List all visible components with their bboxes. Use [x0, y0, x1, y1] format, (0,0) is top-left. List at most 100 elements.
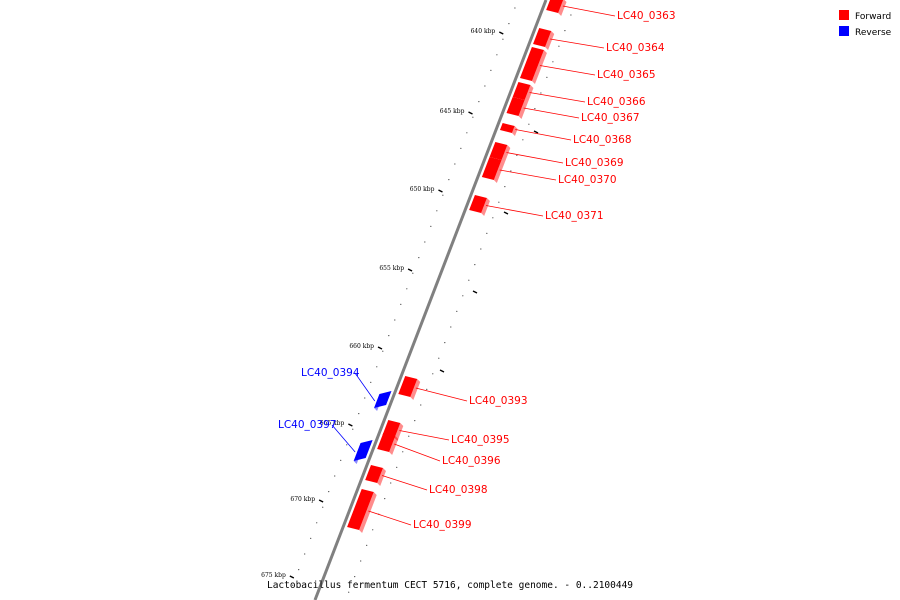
minor-tick: [478, 101, 480, 103]
gene-shade: [524, 85, 534, 103]
legend: Forward Reverse: [839, 10, 892, 38]
gene-label: LC40_0396: [442, 455, 501, 467]
minor-tick: [358, 413, 360, 415]
gene-label: LC40_0399: [413, 519, 472, 531]
gene-lc40_0368[interactable]: LC40_0368: [499, 123, 632, 146]
gene-label: LC40_0398: [429, 484, 488, 496]
gene-shade: [374, 394, 383, 411]
minor-tick: [498, 201, 500, 203]
gene-shade: [377, 468, 386, 486]
minor-tick: [456, 310, 458, 312]
minor-tick: [316, 522, 318, 524]
major-tick: [439, 369, 445, 373]
gene-label: LC40_0369: [565, 157, 624, 169]
gene-leader-line: [368, 510, 412, 526]
gene-shade: [531, 50, 547, 84]
gene-shade: [410, 379, 421, 400]
gene-lc40_0395[interactable]: LC40_0395: [382, 420, 510, 446]
major-tick: [472, 290, 478, 294]
gene-lc40_0369[interactable]: LC40_0369: [489, 142, 624, 169]
minor-tick: [400, 303, 402, 305]
minor-tick: [540, 92, 542, 94]
gene-lc40_0365[interactable]: LC40_0365: [519, 47, 656, 84]
minor-tick: [402, 451, 404, 453]
gene-lc40_0371[interactable]: LC40_0371: [469, 195, 604, 222]
gene-label: LC40_0393: [469, 395, 528, 407]
major-tick: [407, 268, 413, 272]
gene-leader-line: [562, 5, 616, 17]
gene-label: LC40_0364: [606, 42, 665, 54]
gene-lc40_0394[interactable]: LC40_0394: [301, 367, 392, 411]
gene-label: LC40_0395: [451, 434, 510, 446]
gene-shade: [518, 100, 528, 119]
legend-forward-label: Forward: [855, 12, 891, 22]
minor-tick: [460, 147, 462, 149]
minor-tick: [484, 85, 486, 87]
minor-tick: [384, 498, 386, 500]
minor-tick: [496, 54, 498, 56]
gene-lc40_0363[interactable]: LC40_0363: [546, 0, 676, 22]
gene-lc40_0364[interactable]: LC40_0364: [533, 28, 665, 54]
minor-tick: [346, 444, 348, 446]
minor-tick: [502, 38, 504, 40]
gene-lc40_0396[interactable]: LC40_0396: [377, 433, 501, 467]
major-tick: [377, 346, 383, 350]
gene-body: [489, 142, 508, 160]
gene-leader-line: [394, 443, 441, 462]
minor-tick: [462, 295, 464, 297]
minor-tick: [370, 381, 372, 383]
minor-tick: [490, 69, 492, 71]
gene-shade: [359, 492, 377, 533]
gene-shade: [501, 145, 511, 163]
major-tick: [503, 211, 509, 215]
minor-tick: [406, 288, 408, 290]
minor-tick: [552, 61, 554, 63]
minor-tick: [292, 584, 294, 586]
gene-lc40_0398[interactable]: LC40_0398: [365, 465, 488, 496]
minor-tick: [436, 210, 438, 212]
gene-lc40_0399[interactable]: LC40_0399: [347, 489, 472, 533]
gene-leader-line: [399, 430, 450, 441]
minor-tick: [424, 241, 426, 243]
minor-tick: [454, 163, 456, 165]
gene-leader-line: [506, 152, 564, 164]
minor-tick: [466, 132, 468, 134]
gene-lc40_0370[interactable]: LC40_0370: [481, 157, 617, 186]
minor-tick: [486, 232, 488, 234]
minor-tick: [298, 569, 300, 571]
genome-backbone: [313, 0, 548, 600]
minor-tick: [546, 76, 548, 78]
gene-body: [365, 465, 383, 483]
minor-tick: [468, 279, 470, 281]
gene-lc40_0393[interactable]: LC40_0393: [398, 376, 528, 407]
gene-lc40_0367[interactable]: LC40_0367: [506, 97, 640, 124]
major-tick: [318, 499, 324, 503]
minor-tick: [414, 420, 416, 422]
minor-tick: [442, 194, 444, 196]
gene-lc40_0397[interactable]: LC40_0397: [278, 419, 373, 464]
gene-body: [382, 420, 401, 438]
gene-body: [469, 195, 487, 213]
gene-shade: [511, 126, 518, 136]
major-tick: [498, 31, 504, 35]
tick-label: 675 kbp: [261, 572, 286, 579]
gene-leader-line: [550, 38, 605, 49]
tick-label: 650 kbp: [410, 186, 435, 193]
minor-tick: [412, 272, 414, 274]
minor-tick: [480, 248, 482, 250]
minor-tick: [322, 506, 324, 508]
genome-caption: Lactobacillus fermentum CECT 5716, compl…: [267, 580, 633, 591]
minor-tick: [396, 466, 398, 468]
minor-tick: [388, 335, 390, 337]
minor-tick: [348, 591, 350, 593]
gene-shade: [389, 436, 399, 455]
gene-body: [398, 376, 418, 397]
gene-body: [512, 82, 531, 100]
minor-tick: [360, 560, 362, 562]
gene-leader-line: [515, 129, 572, 141]
tick-label: 660 kbp: [349, 343, 374, 350]
minor-tick: [570, 14, 572, 16]
gene-lc40_0366[interactable]: LC40_0366: [512, 82, 646, 108]
gene-leader-line: [354, 372, 376, 402]
